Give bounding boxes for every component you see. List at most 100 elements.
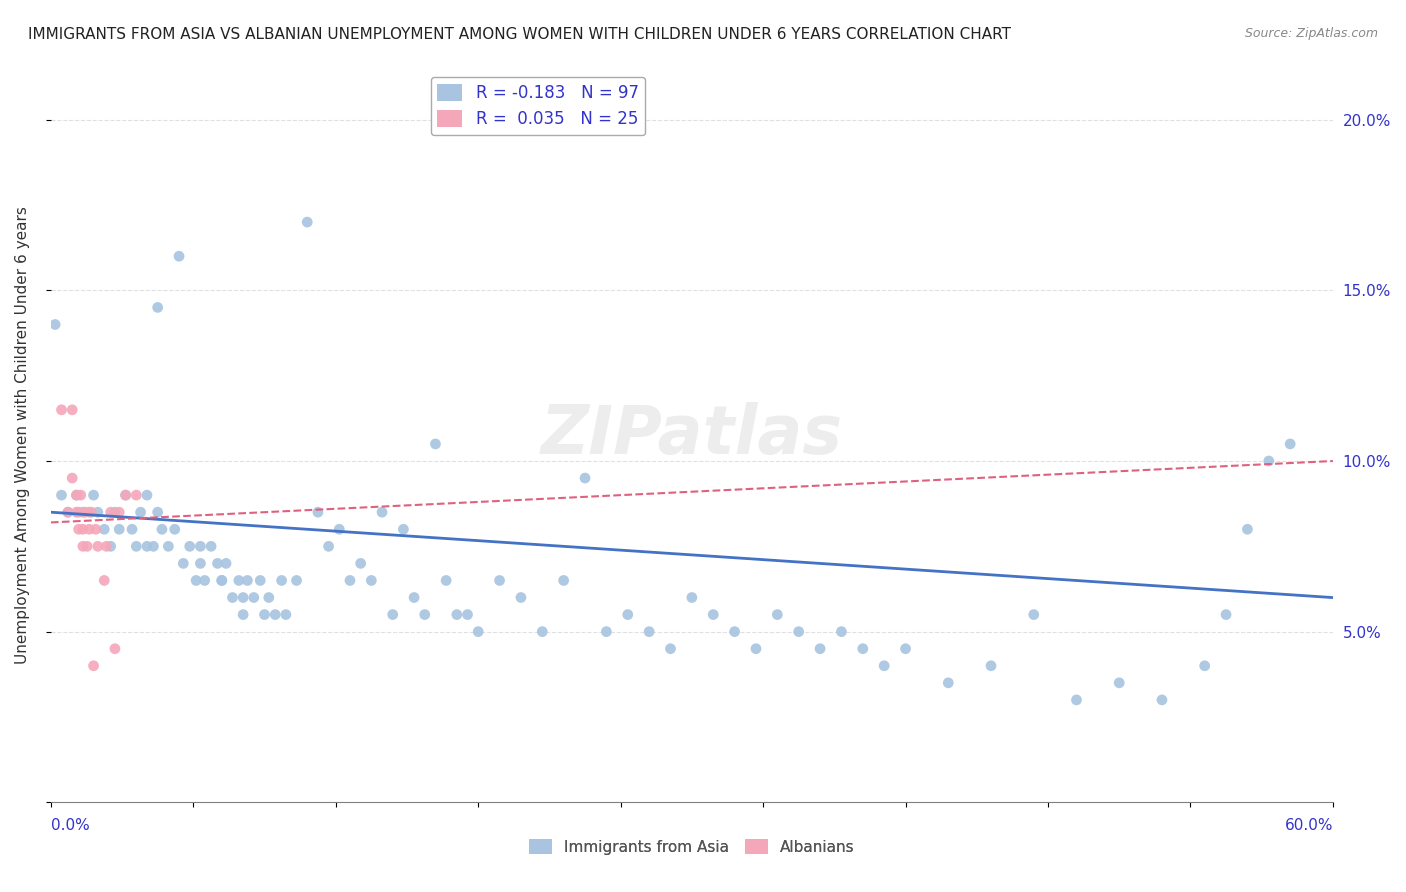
Point [65, 488, 87, 502]
Point [100, 539, 122, 553]
Point [232, 591, 254, 605]
Point [87, 539, 110, 553]
Legend: Immigrants from Asia, Albanians: Immigrants from Asia, Albanians [523, 832, 860, 861]
Point [257, 591, 280, 605]
Point [129, 505, 152, 519]
Point [264, 607, 287, 622]
Point [274, 607, 297, 622]
Point [270, 574, 292, 588]
Point [413, 607, 436, 622]
Point [108, 505, 131, 519]
Point [980, 658, 1002, 673]
Point [72, 539, 94, 553]
Point [1257, 454, 1279, 468]
Point [93, 522, 115, 536]
Point [67, 522, 90, 536]
Point [121, 522, 143, 536]
Point [285, 574, 308, 588]
Point [51, 402, 73, 417]
Point [339, 574, 361, 588]
Point [253, 607, 276, 622]
Point [232, 607, 254, 622]
Point [136, 488, 159, 502]
Point [142, 539, 165, 553]
Point [184, 574, 207, 588]
Point [1279, 437, 1302, 451]
Point [659, 641, 682, 656]
Point [425, 437, 447, 451]
Point [167, 249, 190, 263]
Point [190, 539, 212, 553]
Point [236, 574, 259, 588]
Point [381, 607, 404, 622]
Point [873, 658, 896, 673]
Point [595, 624, 617, 639]
Point [1022, 607, 1045, 622]
Text: ZIPatlas: ZIPatlas [541, 402, 842, 468]
Point [745, 641, 768, 656]
Point [446, 607, 468, 622]
Point [531, 624, 554, 639]
Point [56, 505, 79, 519]
Point [84, 522, 107, 536]
Point [297, 215, 319, 229]
Point [574, 471, 596, 485]
Point [328, 522, 350, 536]
Point [221, 591, 243, 605]
Point [553, 574, 575, 588]
Point [100, 505, 122, 519]
Point [157, 539, 180, 553]
Point [87, 505, 110, 519]
Point [125, 488, 148, 502]
Point [56, 505, 79, 519]
Point [467, 624, 489, 639]
Text: IMMIGRANTS FROM ASIA VS ALBANIAN UNEMPLOYMENT AMONG WOMEN WITH CHILDREN UNDER 6 : IMMIGRANTS FROM ASIA VS ALBANIAN UNEMPLO… [28, 27, 1011, 42]
Point [638, 624, 661, 639]
Point [73, 505, 96, 519]
Point [1215, 607, 1237, 622]
Point [83, 658, 105, 673]
Point [702, 607, 724, 622]
Point [404, 591, 426, 605]
Point [93, 574, 115, 588]
Point [96, 539, 118, 553]
Point [249, 574, 271, 588]
Point [228, 574, 250, 588]
Point [80, 505, 103, 519]
Y-axis label: Unemployment Among Women with Children Under 6 years: Unemployment Among Women with Children U… [15, 206, 30, 665]
Point [79, 505, 101, 519]
Point [830, 624, 852, 639]
Point [72, 505, 94, 519]
Point [457, 607, 479, 622]
Point [67, 505, 90, 519]
Point [936, 676, 959, 690]
Point [194, 574, 217, 588]
Point [1194, 658, 1216, 673]
Point [104, 641, 127, 656]
Point [172, 557, 194, 571]
Point [163, 522, 186, 536]
Point [434, 574, 457, 588]
Point [179, 539, 201, 553]
Point [44, 318, 66, 332]
Point [787, 624, 810, 639]
Point [371, 505, 394, 519]
Text: Source: ZipAtlas.com: Source: ZipAtlas.com [1244, 27, 1378, 40]
Point [211, 574, 233, 588]
Text: 0.0%: 0.0% [51, 819, 90, 833]
Point [808, 641, 831, 656]
Point [104, 505, 127, 519]
Point [392, 522, 415, 536]
Point [215, 557, 238, 571]
Point [60, 402, 83, 417]
Point [207, 557, 229, 571]
Point [76, 539, 98, 553]
Point [108, 522, 131, 536]
Point [894, 641, 917, 656]
Point [318, 539, 340, 553]
Point [488, 574, 510, 588]
Point [1108, 676, 1130, 690]
Point [200, 539, 222, 553]
Text: 60.0%: 60.0% [1285, 819, 1333, 833]
Point [723, 624, 745, 639]
